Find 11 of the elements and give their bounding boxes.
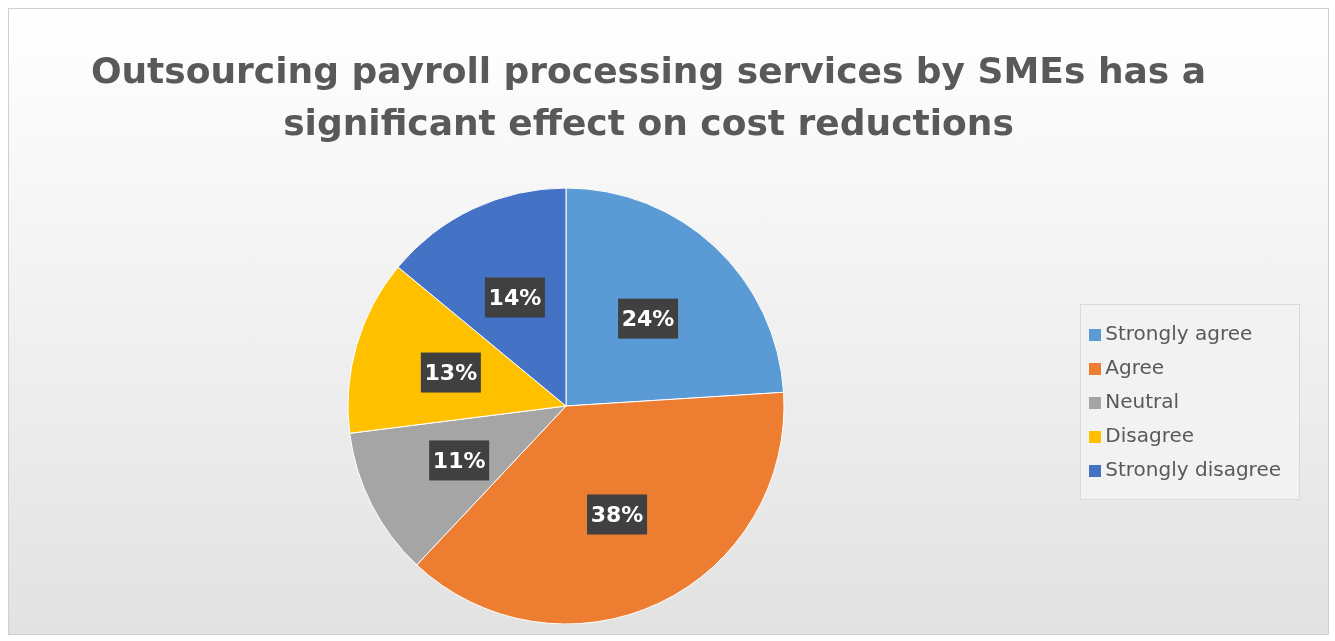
data-label: 14% xyxy=(488,285,542,311)
legend-label: Disagree xyxy=(1105,422,1195,447)
legend-label: Agree xyxy=(1105,354,1165,379)
legend-label: Strongly agree xyxy=(1105,320,1253,345)
data-label: 24% xyxy=(621,306,675,332)
data-label: 11% xyxy=(432,447,486,473)
chart-title: Outsourcing payroll processing services by SMEs has a significant effect on cost reductions xyxy=(89,49,1208,145)
legend-label: Strongly disagree xyxy=(1105,456,1281,481)
legend-label: Neutral xyxy=(1105,388,1180,413)
data-label: 38% xyxy=(590,501,644,527)
data-label: 13% xyxy=(424,360,478,386)
